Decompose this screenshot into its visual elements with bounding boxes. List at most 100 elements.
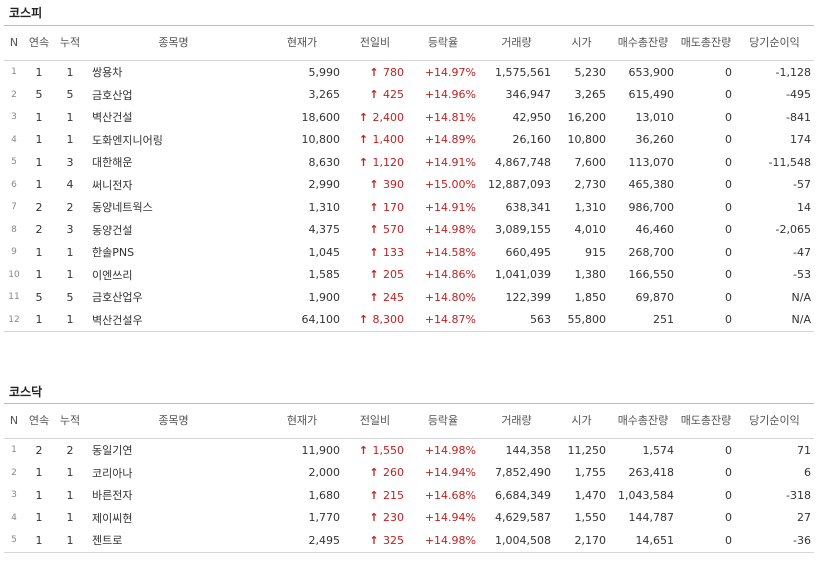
ask-total: 0 bbox=[725, 65, 732, 79]
net-income: -47 bbox=[793, 245, 811, 259]
table-row: 4 1 1 제이씨현 1,770 ↑ 230 +14.94% 4,629,587 1,550 144… bbox=[4, 507, 814, 530]
header-col-ask-total: 매도총잔량 bbox=[677, 403, 735, 439]
current-price: 1,585 bbox=[308, 268, 341, 282]
change-rate: +14.91% bbox=[424, 155, 476, 169]
ask-total: 0 bbox=[725, 178, 732, 192]
cumulative-count: 1 bbox=[54, 308, 86, 332]
net-income: -36 bbox=[735, 529, 814, 553]
stock-name-link[interactable]: 금호산업우 bbox=[92, 291, 143, 305]
trade-volume: 26,160 bbox=[512, 133, 552, 147]
table-row: 6 1 4 써니전자 2,990 ↑ 390 +15.00% 12,887,093 2,730 46… bbox=[4, 174, 814, 197]
price-change: ↑ 325 bbox=[343, 529, 407, 553]
stock-name-link[interactable]: 코리아나 bbox=[92, 466, 133, 480]
stock-name-link[interactable]: 젠트로 bbox=[86, 529, 261, 553]
rank-number: 1 bbox=[11, 445, 17, 456]
cumulative-count: 5 bbox=[66, 88, 74, 102]
stock-name-link[interactable]: 쌍용차 bbox=[92, 66, 123, 80]
streak-count: 1 bbox=[35, 268, 43, 282]
streak-count: 5 bbox=[35, 88, 43, 102]
rank-number: 1 bbox=[11, 67, 17, 78]
streak-count: 1 bbox=[35, 245, 43, 259]
table-row: 2 1 1 코리아나 2,000 ↑ 260 +14.94% 7,852,490 1,755 263… bbox=[4, 462, 814, 485]
stock-name-link[interactable]: 동일기연 bbox=[92, 444, 133, 458]
table-row: 3 1 1 벽산건설 18,600 ↑ 2,400 +14.81% 42,950 16,200 13… bbox=[4, 106, 814, 129]
current-price: 2,990 bbox=[308, 178, 341, 192]
header-col-bid-total: 매수총잔량 bbox=[609, 25, 677, 61]
change-rate: +14.98% bbox=[424, 443, 476, 457]
price-change: ↑ 425 bbox=[343, 84, 407, 107]
open-price: 55,800 bbox=[554, 308, 609, 332]
bid-total: 986,700 bbox=[628, 200, 675, 214]
stock-name-link[interactable]: 한솔PNS bbox=[92, 246, 135, 260]
open-price: 2,170 bbox=[554, 529, 609, 553]
table-row: 1 1 1 쌍용차 5,990 ↑ 780 +14.97% 1,575,561 5,230 653,… bbox=[4, 61, 814, 84]
trade-volume: 7,852,490 bbox=[495, 466, 551, 480]
cumulative-count: 2 bbox=[66, 443, 74, 457]
change-rate: +14.94% bbox=[424, 511, 476, 525]
rank-number: 4 bbox=[11, 134, 17, 145]
stock-name-link[interactable]: 이엔쓰리 bbox=[92, 268, 133, 282]
stock-name-link[interactable]: 금호산업 bbox=[92, 88, 133, 102]
header-col-net-income: 당기순이익 bbox=[735, 403, 814, 439]
trade-volume: 1,004,508 bbox=[479, 529, 554, 553]
stock-name-link[interactable]: 벽산건설우 bbox=[86, 308, 261, 332]
up-arrow-icon: ↑ bbox=[358, 110, 369, 124]
bid-total: 46,460 bbox=[635, 223, 675, 237]
ask-total: 0 bbox=[725, 443, 732, 457]
header-col-price: 현재가 bbox=[261, 403, 343, 439]
streak-count: 1 bbox=[35, 488, 43, 502]
bid-total: 144,787 bbox=[628, 511, 675, 525]
stock-name-link[interactable]: 동양건설 bbox=[92, 223, 133, 237]
up-arrow-icon: ↑ bbox=[369, 466, 379, 480]
header-col-cumulative: 누적 bbox=[54, 25, 86, 61]
kospi-header-row: N 연속 누적 종목명 현재가 전일비 등락율 거래량 시가 매수총잔량 매도총잔량 당기순이익 bbox=[4, 25, 814, 61]
price-change: ↑ 205 bbox=[343, 264, 407, 287]
price-change: ↑ 1,550 bbox=[343, 439, 407, 462]
open-price: 4,010 bbox=[574, 223, 607, 237]
kospi-title: 코스피 bbox=[9, 6, 43, 20]
current-price: 8,630 bbox=[308, 155, 341, 169]
price-change: ↑ 133 bbox=[343, 241, 407, 264]
stock-name-link[interactable]: 제이씨현 bbox=[92, 511, 133, 525]
kosdaq-table: N 연속 누적 종목명 현재가 전일비 등락율 거래량 시가 매수총잔량 매도총잔량 당기순이익 1 2… bbox=[4, 403, 814, 553]
stock-name-link[interactable]: 바른전자 bbox=[92, 489, 133, 503]
up-arrow-icon: ↑ bbox=[369, 533, 379, 547]
table-row: 12 1 1 벽산건설우 64,100 ↑ 8,300 +14.87% 563 55,800 251… bbox=[4, 308, 814, 332]
ask-total: 0 bbox=[725, 488, 732, 502]
change-rate: +14.81% bbox=[424, 110, 476, 124]
stock-name-link[interactable]: 벽산건설 bbox=[92, 111, 133, 125]
streak-count: 1 bbox=[35, 65, 43, 79]
cumulative-count: 1 bbox=[66, 268, 74, 282]
current-price: 1,045 bbox=[308, 245, 341, 259]
kosdaq-header-row: N 연속 누적 종목명 현재가 전일비 등락율 거래량 시가 매수총잔량 매도총잔량 당기순이익 bbox=[4, 403, 814, 439]
change-rate: +14.98% bbox=[424, 223, 476, 237]
stock-name-link[interactable]: 동양네트웍스 bbox=[92, 201, 153, 215]
price-change-value: 215 bbox=[383, 488, 404, 502]
stock-name-link[interactable]: 도화엔지니어링 bbox=[92, 133, 163, 147]
header-col-cumulative: 누적 bbox=[54, 403, 86, 439]
open-price: 1,380 bbox=[574, 268, 607, 282]
table-row: 4 1 1 도화엔지니어링 10,800 ↑ 1,400 +14.89% 26,160 10,80… bbox=[4, 129, 814, 152]
header-col-stock-name: 종목명 bbox=[86, 403, 261, 439]
net-income: 14 bbox=[797, 200, 811, 214]
rank-number: 12 bbox=[4, 308, 24, 332]
rank-number: 10 bbox=[8, 269, 20, 280]
cumulative-count: 1 bbox=[66, 133, 74, 147]
trade-volume: 660,495 bbox=[505, 245, 552, 259]
up-arrow-icon: ↑ bbox=[369, 488, 379, 502]
header-col-streak: 연속 bbox=[24, 25, 54, 61]
up-arrow-icon: ↑ bbox=[369, 88, 379, 102]
net-income: 174 bbox=[790, 133, 811, 147]
rank-number: 5 bbox=[11, 157, 17, 168]
current-price: 1,310 bbox=[308, 200, 341, 214]
streak-count: 1 bbox=[35, 133, 43, 147]
streak-count: 1 bbox=[35, 110, 43, 124]
price-change-value: 230 bbox=[383, 511, 404, 525]
rank-number: 2 bbox=[11, 467, 17, 478]
streak-count: 2 bbox=[35, 223, 43, 237]
stock-name-link[interactable]: 써니전자 bbox=[92, 178, 133, 192]
ask-total: 0 bbox=[725, 110, 732, 124]
stock-name-link[interactable]: 대한해운 bbox=[92, 156, 133, 170]
rank-number: 8 bbox=[11, 224, 17, 235]
change-rate: +14.89% bbox=[424, 133, 476, 147]
